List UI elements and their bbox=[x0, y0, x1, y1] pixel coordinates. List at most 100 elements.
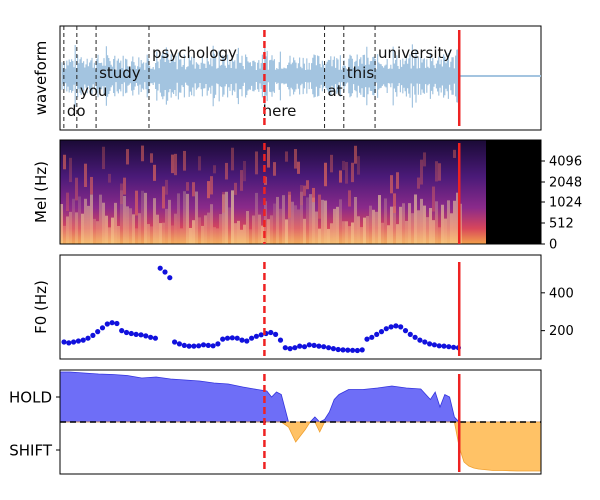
mel-column bbox=[399, 206, 402, 244]
f0-point bbox=[364, 336, 370, 342]
mel-column bbox=[117, 225, 120, 244]
mel-column bbox=[135, 228, 138, 244]
turn-ticks: HOLD SHIFT bbox=[9, 389, 60, 460]
f0-point bbox=[287, 346, 293, 352]
mel-harmonic bbox=[303, 185, 306, 196]
f0-point bbox=[301, 344, 308, 350]
mel-column bbox=[297, 209, 300, 244]
f0-point bbox=[133, 331, 139, 337]
mel-column bbox=[288, 194, 291, 244]
mel-harmonic bbox=[135, 190, 138, 216]
f0-point bbox=[345, 347, 351, 353]
f0-point bbox=[128, 330, 134, 337]
mel-column bbox=[372, 209, 375, 244]
mel-harmonic bbox=[324, 162, 327, 187]
mel-column bbox=[456, 192, 459, 244]
mel-harmonic bbox=[339, 170, 342, 183]
mel-harmonic bbox=[345, 161, 348, 184]
mel-column bbox=[339, 199, 342, 244]
mel-column bbox=[438, 227, 441, 244]
f0-point bbox=[66, 340, 72, 346]
mel-harmonic bbox=[123, 177, 126, 195]
f0-point bbox=[398, 324, 404, 330]
mel-harmonic bbox=[435, 161, 438, 182]
mel-harmonic bbox=[153, 164, 156, 181]
mel-column bbox=[426, 217, 429, 244]
mel-column bbox=[357, 216, 360, 244]
f0-point bbox=[148, 334, 154, 340]
mel-harmonic bbox=[342, 160, 345, 171]
waveform-ylabel: waveform bbox=[32, 41, 50, 116]
f0-point bbox=[297, 343, 303, 349]
mel-column bbox=[342, 221, 345, 244]
word-label: here bbox=[263, 102, 297, 120]
mel-column bbox=[393, 206, 396, 244]
mel-column bbox=[303, 218, 306, 244]
mel-column bbox=[435, 201, 438, 244]
mel-axes bbox=[59, 139, 542, 245]
mel-harmonic bbox=[423, 152, 426, 167]
mel-column bbox=[348, 226, 351, 244]
mel-harmonic bbox=[255, 151, 258, 175]
f0-points bbox=[61, 265, 461, 354]
f0-point bbox=[292, 345, 298, 351]
mel-column bbox=[327, 228, 330, 244]
mel-column bbox=[423, 205, 426, 244]
mel-harmonic bbox=[285, 151, 288, 162]
mel-column bbox=[237, 220, 240, 244]
f0-point bbox=[350, 347, 356, 353]
mel-column bbox=[273, 203, 276, 244]
mel-column bbox=[96, 221, 99, 244]
mel-harmonic bbox=[108, 173, 111, 183]
mel-harmonic bbox=[294, 149, 297, 169]
mel-column bbox=[60, 204, 63, 244]
mel-column bbox=[81, 213, 84, 244]
mel-column bbox=[216, 228, 219, 244]
mel-column bbox=[411, 213, 414, 244]
mel-column bbox=[321, 199, 324, 244]
mel-harmonic bbox=[297, 161, 300, 174]
mel-harmonic bbox=[393, 193, 396, 214]
mel-harmonic bbox=[318, 194, 321, 219]
mel-harmonic bbox=[192, 182, 195, 197]
f0-point bbox=[61, 339, 67, 345]
mel-column bbox=[228, 207, 231, 244]
f0-point bbox=[277, 337, 284, 343]
mel-column bbox=[255, 192, 258, 244]
word-boundaries bbox=[63, 26, 376, 130]
mel-harmonic bbox=[348, 190, 351, 207]
mel-column bbox=[408, 203, 411, 244]
mel-column bbox=[312, 197, 315, 244]
mel-column bbox=[72, 198, 75, 244]
mel-column bbox=[156, 214, 159, 244]
mel-column bbox=[108, 227, 111, 244]
mel-harmonic bbox=[141, 145, 144, 162]
mel-harmonic bbox=[90, 176, 93, 195]
word-label: do bbox=[67, 102, 86, 120]
f0-point bbox=[306, 342, 312, 348]
mel-tick-label: 512 bbox=[549, 217, 574, 232]
f0-point bbox=[359, 347, 365, 353]
f0-point bbox=[407, 331, 413, 337]
f0-point bbox=[152, 335, 158, 341]
mel-column bbox=[285, 219, 288, 244]
mel-harmonic bbox=[174, 153, 177, 176]
mel-column bbox=[195, 191, 198, 244]
mel-column bbox=[75, 212, 78, 244]
mel-column bbox=[150, 226, 153, 244]
mel-column bbox=[306, 197, 309, 244]
mel-column bbox=[363, 217, 366, 244]
word-label: this bbox=[347, 64, 375, 82]
turn-tick-label: SHIFT bbox=[9, 442, 53, 460]
f0-point bbox=[80, 337, 86, 343]
mel-column bbox=[414, 194, 417, 244]
word-label: psychology bbox=[152, 44, 237, 62]
mel-column bbox=[387, 225, 390, 244]
f0-point bbox=[330, 346, 336, 352]
mel-column bbox=[132, 214, 135, 244]
f0-point bbox=[162, 269, 168, 275]
mel-column bbox=[177, 193, 180, 244]
f0-point bbox=[316, 343, 322, 349]
mel-column bbox=[258, 214, 261, 244]
